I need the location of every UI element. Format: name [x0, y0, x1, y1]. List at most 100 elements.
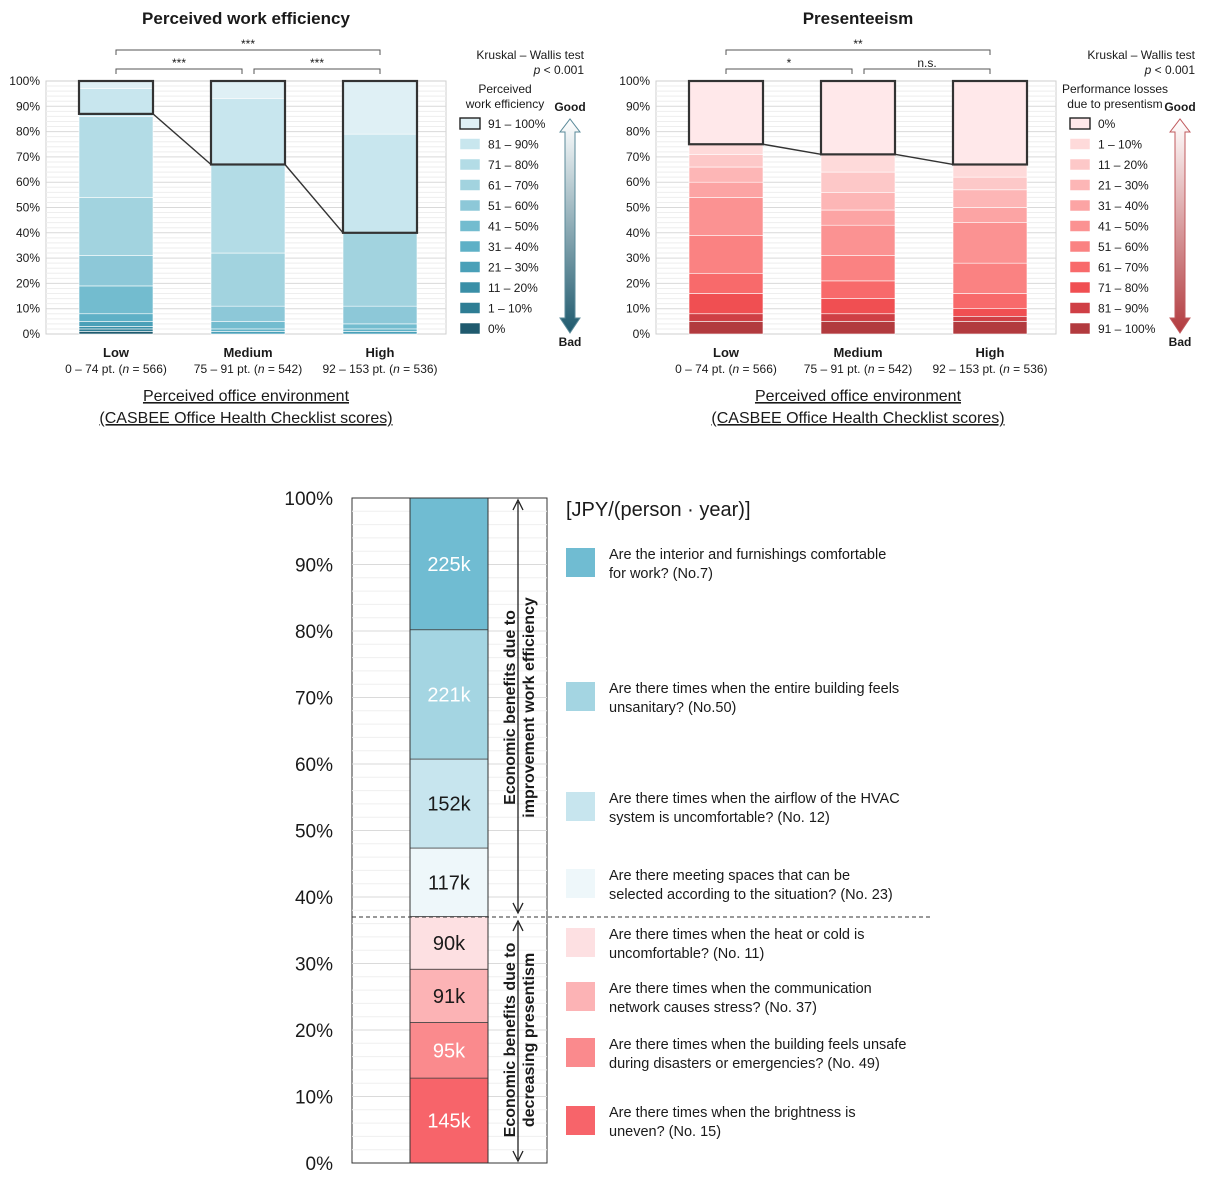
- legend-bad-label: Bad: [1169, 335, 1192, 349]
- legend-label: 51 – 60%: [1098, 240, 1149, 254]
- highlight-box: [209, 79, 287, 166]
- legend-label: 41 – 50%: [1098, 220, 1149, 234]
- category-range-text: 0 – 74 pt. (: [675, 362, 732, 376]
- legend-label: 71 – 80%: [488, 158, 539, 172]
- legend-title: Performance losses: [1062, 82, 1168, 96]
- legend-label: 1 – 10%: [488, 302, 532, 316]
- highlight-box: [341, 79, 419, 234]
- bar-segment: [952, 315, 1028, 322]
- segment-value-label: 91k: [433, 986, 466, 1008]
- legend-swatch: [459, 138, 481, 150]
- bar-segment: [342, 328, 418, 332]
- segment-value-label: 95k: [433, 1040, 466, 1062]
- bar-segment: [820, 321, 896, 335]
- bar-segment: [409, 1022, 489, 1079]
- bar-segment: [820, 298, 896, 315]
- legend-swatch: [566, 548, 595, 577]
- legend-label: 31 – 40%: [488, 240, 539, 254]
- category-count: = 536): [400, 362, 438, 376]
- y-tick-label: 100%: [9, 74, 40, 88]
- chart-title: Perceived work efficiency: [142, 9, 350, 28]
- bar-segment: [78, 331, 154, 335]
- bar-segment: [342, 80, 418, 135]
- legend-item-text: uncomfortable? (No. 11): [609, 946, 764, 962]
- legend-swatch: [459, 240, 481, 253]
- legend-swatch: [1069, 302, 1091, 314]
- highlight-box: [77, 79, 155, 115]
- bar-segment: [78, 255, 154, 287]
- y-tick-label: 20%: [626, 276, 650, 290]
- legend-item-text: unsanitary? (No.50): [609, 700, 736, 716]
- legend-label: 11 – 20%: [1098, 158, 1148, 172]
- y-tick-label: 90%: [295, 556, 333, 577]
- segment-value-label: 90k: [433, 933, 466, 955]
- bar-segment: [952, 207, 1028, 223]
- bar-segment: [78, 321, 154, 327]
- legend-good-label: Good: [554, 100, 585, 114]
- legend-swatch: [1069, 240, 1091, 253]
- legend-label: 0%: [488, 322, 506, 336]
- bar-segment: [342, 232, 418, 307]
- bar-segment: [210, 98, 286, 165]
- bar-segment: [952, 189, 1028, 208]
- bar-segment: [409, 847, 489, 917]
- legend-item-text: Are there times when the building feels …: [609, 1037, 906, 1053]
- bar-segment: [952, 308, 1028, 317]
- upper-range-label: improvement work efficiency: [521, 597, 538, 818]
- legend-swatch: [1069, 117, 1091, 130]
- significance-label: ***: [310, 56, 324, 70]
- legend-label: 1 – 10%: [1098, 138, 1142, 152]
- legend-swatch: [459, 179, 481, 191]
- category-label: High: [366, 345, 395, 360]
- legend-item-text: Are there meeting spaces that can be: [609, 868, 850, 884]
- significance-bracket: [253, 68, 381, 74]
- legend-label: 0%: [1098, 117, 1116, 131]
- test-p: p < 0.001: [1144, 63, 1196, 77]
- bar-segment: [688, 272, 764, 294]
- significance-bracket: [863, 68, 991, 74]
- y-tick-label: 20%: [295, 1021, 333, 1042]
- y-tick-label: 90%: [16, 99, 40, 113]
- y-tick-label: 90%: [626, 99, 650, 113]
- bar-border: [409, 497, 489, 1164]
- bar-segment: [688, 313, 764, 322]
- connector-line: [894, 153, 954, 166]
- legend-item-text: Are there times when the brightness is: [609, 1105, 856, 1121]
- category-count: = 536): [1010, 362, 1048, 376]
- category-range: 92 – 153 pt. (n = 536): [932, 362, 1047, 376]
- legend-swatch: [459, 302, 481, 314]
- legend-swatch: [566, 682, 595, 711]
- legend-swatch: [459, 220, 481, 232]
- bar-segment: [688, 197, 764, 236]
- y-tick-label: 0%: [306, 1154, 334, 1175]
- y-tick-label: 50%: [295, 822, 333, 843]
- chart-title: Presenteeism: [803, 9, 914, 28]
- segment-value-label: 221k: [427, 684, 471, 706]
- bar-segment: [952, 262, 1028, 294]
- bar-segment: [210, 164, 286, 254]
- legend-label: 41 – 50%: [488, 220, 539, 234]
- category-range-text: 92 – 153 pt. (: [932, 362, 1003, 376]
- y-tick-label: 40%: [16, 226, 40, 240]
- legend-swatch: [459, 158, 481, 171]
- y-tick-label: 60%: [295, 755, 333, 776]
- chart-presenteeism: Presenteeism 0% 10% 20% 30% 40% 50% 60% 70% 80% 90…: [619, 9, 1195, 427]
- legend-title: due to presentism: [1067, 97, 1162, 111]
- upper-range-label: Economic benefits due to: [502, 610, 519, 805]
- category-range-text: 75 – 91 pt. (: [804, 362, 868, 376]
- category-count: = 542): [265, 362, 303, 376]
- legend-swatch: [1069, 220, 1091, 232]
- bar-segment: [688, 143, 764, 155]
- category-range: 92 – 153 pt. (n = 536): [322, 362, 437, 376]
- x-axis-title: (CASBEE Office Health Checklist scores): [711, 410, 1004, 427]
- significance-bracket: [725, 49, 991, 55]
- legend-item-text: Are the interior and furnishings comfort…: [609, 547, 886, 563]
- bar-segment: [78, 116, 154, 198]
- category-range-text: 0 – 74 pt. (: [65, 362, 122, 376]
- bar-segment: [210, 305, 286, 322]
- legend-label: 61 – 70%: [488, 179, 539, 193]
- significance-label: ***: [172, 56, 186, 70]
- category-count: = 566): [739, 362, 777, 376]
- chart-economic-benefits: 0% 10% 20% 30% 40% 50% 60% 70% 80% 90% 100% 145k 95k…: [284, 489, 932, 1175]
